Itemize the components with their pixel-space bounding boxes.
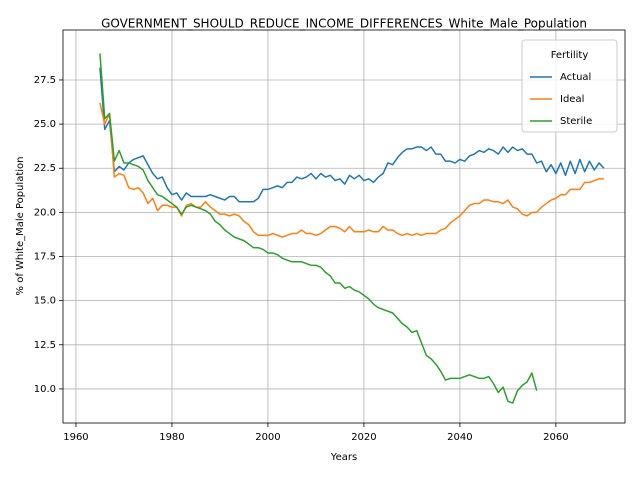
y-tick-label: 20.0 — [34, 207, 56, 218]
y-tick-label: 25.0 — [34, 119, 56, 130]
x-tick-label: 2040 — [447, 432, 472, 443]
legend-label: Ideal — [560, 94, 584, 105]
plot-frame — [62, 29, 626, 424]
y-tick-label: 22.5 — [34, 163, 56, 174]
x-tick-label: 1960 — [63, 432, 88, 443]
y-tick-label: 10.0 — [34, 384, 56, 395]
series-line — [99, 67, 605, 203]
series-line — [99, 53, 538, 404]
x-tick-label: 2060 — [543, 432, 568, 443]
y-tick-label: 15.0 — [34, 296, 56, 307]
x-tick-label: 2020 — [351, 432, 376, 443]
x-axis-label: Years — [330, 452, 357, 463]
y-tick-label: 27.5 — [34, 75, 56, 86]
y-axis-label: % of White_Male Population — [15, 157, 26, 296]
x-tick-label: 2000 — [255, 432, 280, 443]
x-tick-label: 1980 — [159, 432, 184, 443]
legend-box — [521, 39, 618, 133]
legend-label: Sterile — [560, 116, 592, 127]
legend-title: Fertility — [551, 50, 589, 61]
y-tick-label: 17.5 — [34, 252, 56, 263]
y-tick-label: 12.5 — [34, 340, 56, 351]
chart-title: GOVERNMENT_SHOULD_REDUCE_INCOME_DIFFEREN… — [101, 17, 587, 31]
legend-label: Actual — [560, 72, 591, 83]
